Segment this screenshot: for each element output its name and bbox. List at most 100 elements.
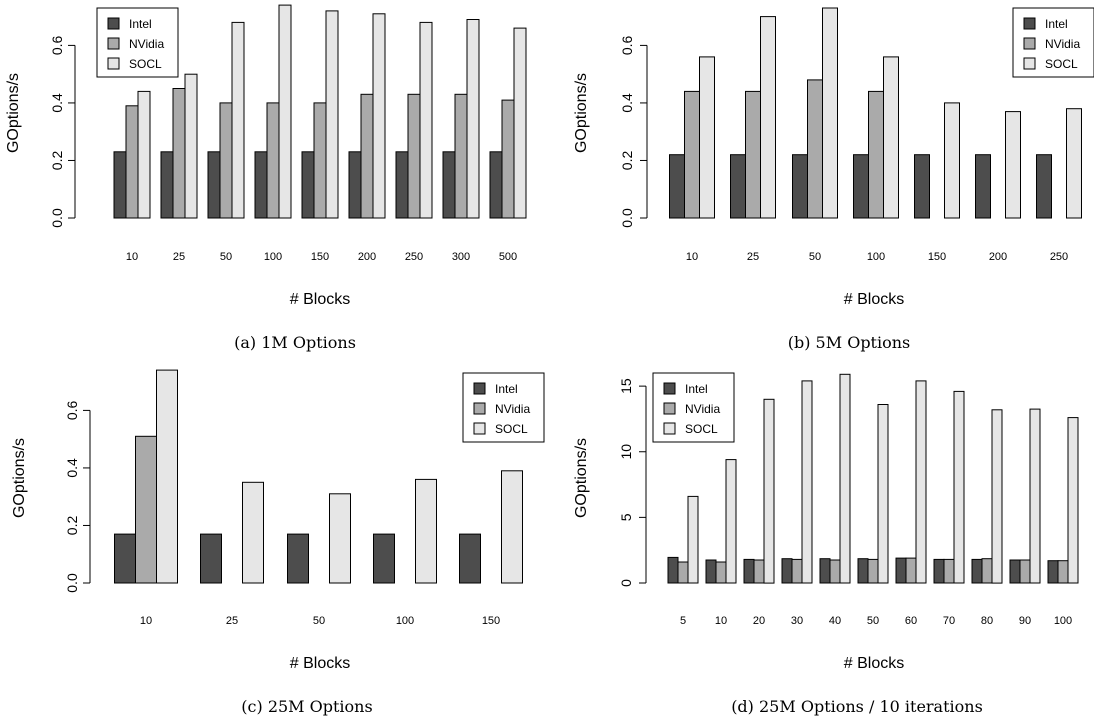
legend-swatch-socl xyxy=(663,422,676,435)
bar-socl-250 xyxy=(419,21,433,219)
bar-intel-25 xyxy=(200,533,222,584)
legend-label-intel: Intel xyxy=(495,382,518,396)
y-tick-label: 0.0 xyxy=(64,573,80,593)
panel-caption: (a) 1M Options xyxy=(234,333,356,352)
x-tick-label: 25 xyxy=(226,615,238,627)
bar-nvidia-100 xyxy=(266,102,280,219)
y-tick-label: 0.2 xyxy=(64,516,80,536)
legend: Intel NVidia SOCL xyxy=(462,372,545,443)
x-tick-label: 5 xyxy=(680,615,686,627)
bar-socl-200 xyxy=(1005,111,1021,219)
x-tick-label: 25 xyxy=(173,251,185,263)
bar-socl-25 xyxy=(184,73,198,219)
bar-intel-60 xyxy=(895,557,907,584)
bar-socl-60 xyxy=(915,380,927,584)
x-axis-label: # Blocks xyxy=(844,655,904,672)
bar-nvidia-70 xyxy=(943,558,955,584)
legend-swatch-socl xyxy=(1023,57,1036,70)
x-tick-label: 100 xyxy=(867,251,885,263)
bar-nvidia-10 xyxy=(125,105,139,219)
bar-socl-10 xyxy=(699,56,715,219)
y-tick-label: 0.6 xyxy=(619,35,635,55)
bar-nvidia-10 xyxy=(715,561,727,584)
bar-nvidia-40 xyxy=(829,559,841,584)
x-tick-label: 150 xyxy=(482,615,500,627)
x-axis-label: # Blocks xyxy=(844,291,904,308)
x-tick-label: 300 xyxy=(452,251,470,263)
bar-nvidia-300 xyxy=(454,93,468,219)
bar-socl-150 xyxy=(944,102,960,219)
x-tick-label: 10 xyxy=(715,615,727,627)
bar-socl-5 xyxy=(687,495,699,584)
bar-socl-80 xyxy=(991,409,1003,584)
bar-socl-50 xyxy=(329,493,351,584)
panel-caption: (b) 5M Options xyxy=(788,333,911,352)
x-tick-label: 60 xyxy=(905,615,917,627)
bar-socl-100 xyxy=(1067,417,1079,584)
bar-intel-80 xyxy=(971,558,983,584)
bar-socl-100 xyxy=(278,4,292,219)
bar-intel-100 xyxy=(853,154,869,219)
x-tick-label: 150 xyxy=(928,251,946,263)
x-tick-label: 20 xyxy=(753,615,765,627)
bar-socl-500 xyxy=(513,27,527,219)
x-tick-label: 250 xyxy=(1050,251,1068,263)
bar-intel-25 xyxy=(160,151,174,219)
legend-label-socl: SOCL xyxy=(685,422,718,436)
legend-label-intel: Intel xyxy=(1045,17,1068,31)
x-tick-label: 200 xyxy=(989,251,1007,263)
bar-socl-40 xyxy=(839,373,851,584)
bar-nvidia-90 xyxy=(1019,559,1031,584)
y-tick-label: 0.0 xyxy=(619,208,635,228)
legend-swatch-nvidia xyxy=(663,402,676,415)
y-tick-label: 10 xyxy=(618,444,634,460)
bar-intel-10 xyxy=(669,154,685,219)
bar-nvidia-150 xyxy=(313,102,327,219)
bar-nvidia-80 xyxy=(981,558,993,584)
x-tick-label: 500 xyxy=(499,251,517,263)
bar-intel-10 xyxy=(113,151,127,219)
bar-nvidia-60 xyxy=(905,557,917,584)
bar-socl-10 xyxy=(156,369,178,584)
x-tick-label: 80 xyxy=(981,615,993,627)
bar-intel-50 xyxy=(287,533,309,584)
legend-swatch-socl xyxy=(473,422,486,435)
x-tick-label: 50 xyxy=(220,251,232,263)
legend: Intel NVidia SOCL xyxy=(1012,7,1094,78)
bar-intel-250 xyxy=(1036,154,1052,219)
bar-intel-20 xyxy=(743,558,755,584)
bar-intel-50 xyxy=(857,558,869,584)
panel-caption: (c) 25M Options xyxy=(241,697,372,716)
y-tick-label: 0.6 xyxy=(64,400,80,420)
legend: Intel NVidia SOCL xyxy=(96,7,179,78)
bar-nvidia-10 xyxy=(684,90,700,219)
bar-socl-20 xyxy=(763,398,775,584)
legend-swatch-socl xyxy=(107,57,120,70)
y-tick-label: 0.2 xyxy=(49,151,65,171)
legend-swatch-nvidia xyxy=(1023,37,1036,50)
bar-socl-10 xyxy=(137,90,151,219)
y-tick-label: 5 xyxy=(618,513,634,521)
y-tick-label: 0.0 xyxy=(49,208,65,228)
x-tick-label: 150 xyxy=(311,251,329,263)
legend-label-nvidia: NVidia xyxy=(129,37,164,51)
x-tick-label: 10 xyxy=(686,251,698,263)
bar-intel-70 xyxy=(933,558,945,584)
legend-swatch-intel xyxy=(473,382,486,395)
bar-socl-150 xyxy=(501,470,523,584)
x-tick-label: 25 xyxy=(747,251,759,263)
x-tick-label: 50 xyxy=(809,251,821,263)
bar-intel-300 xyxy=(442,151,456,219)
bar-nvidia-250 xyxy=(407,93,421,219)
x-tick-label: 40 xyxy=(829,615,841,627)
bar-socl-10 xyxy=(725,459,737,584)
x-tick-label: 50 xyxy=(867,615,879,627)
bar-intel-10 xyxy=(114,533,136,584)
bar-intel-90 xyxy=(1009,559,1021,584)
bar-socl-250 xyxy=(1066,108,1082,219)
x-tick-label: 100 xyxy=(1054,615,1072,627)
bar-intel-150 xyxy=(301,151,315,219)
bar-intel-30 xyxy=(781,558,793,584)
bar-nvidia-100 xyxy=(1057,560,1069,584)
bar-nvidia-25 xyxy=(172,88,186,219)
